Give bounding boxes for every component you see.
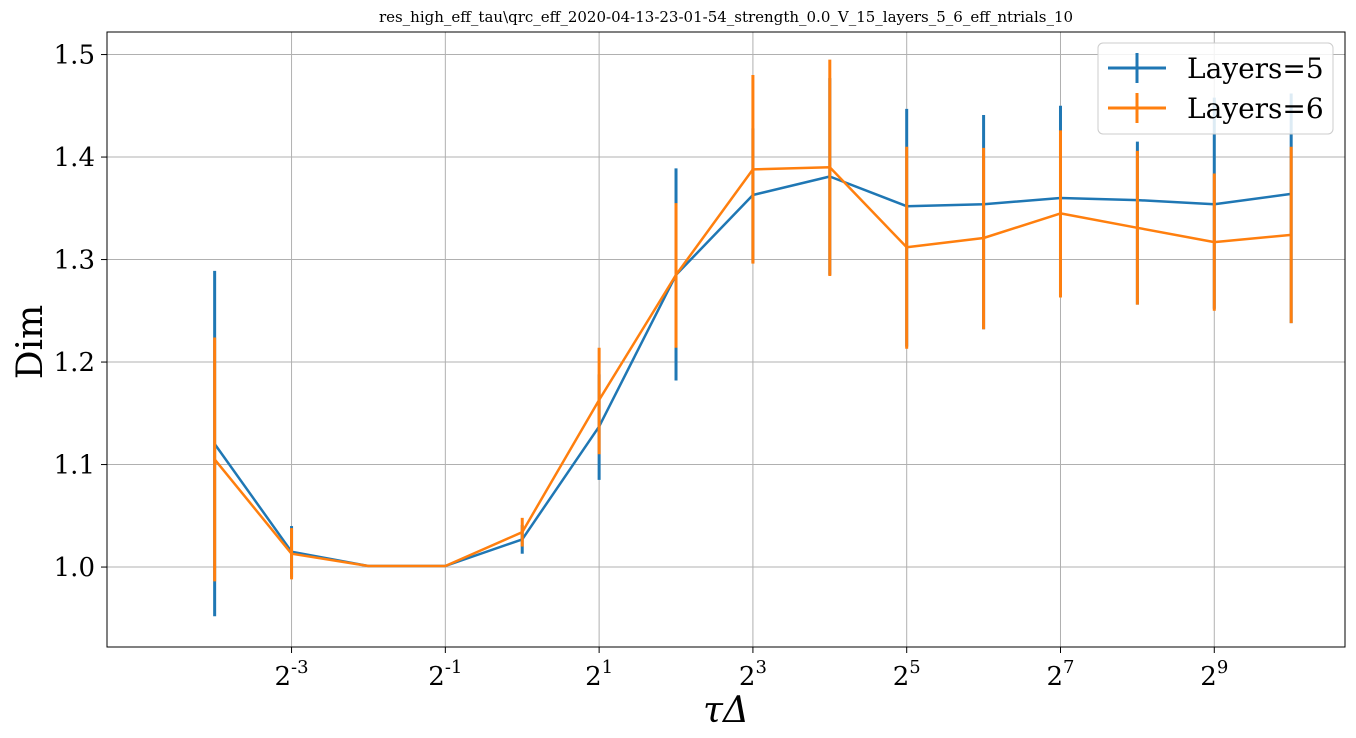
- x-tick-label: 2-1: [428, 657, 462, 692]
- y-axis-label: Dim: [10, 305, 51, 380]
- x-tick-label: 21: [585, 657, 613, 692]
- series-2: [213, 59, 1293, 582]
- legend-box: [1097, 42, 1334, 135]
- y-tick-label: 1.4: [54, 143, 95, 173]
- legend-item: Layers=5: [1108, 52, 1324, 85]
- x-tick-label: 2-3: [274, 657, 308, 692]
- tick-layer: 2-3 2-1 21 23 25 27 29 1.0 1.1 1.2 1.3 1.4 1.5: [54, 41, 1229, 692]
- legend-label: Layers=6: [1187, 92, 1324, 125]
- legend-label: Layers=5: [1187, 52, 1324, 85]
- y-tick-label: 1.0: [54, 553, 95, 583]
- series-layer: [213, 59, 1293, 617]
- x-tick-label: 29: [1200, 657, 1228, 692]
- legend-item: Layers=6: [1108, 92, 1324, 125]
- x-axis-label: τΔ: [703, 690, 749, 731]
- chart-title: res_high_eff_tau\qrc_eff_2020-04-13-23-0…: [379, 8, 1073, 26]
- legend: Layers=5 Layers=6: [1097, 42, 1334, 135]
- x-tick-label: 25: [893, 657, 921, 692]
- plot-frame: [106, 31, 1346, 648]
- x-tick-label: 27: [1046, 657, 1074, 692]
- y-tick-label: 1.1: [54, 451, 95, 481]
- y-tick-label: 1.2: [54, 348, 95, 378]
- x-tick-label: 23: [739, 657, 767, 692]
- y-tick-label: 1.5: [54, 41, 95, 71]
- y-tick-label: 1.3: [54, 246, 95, 276]
- series-line: [213, 166, 1292, 568]
